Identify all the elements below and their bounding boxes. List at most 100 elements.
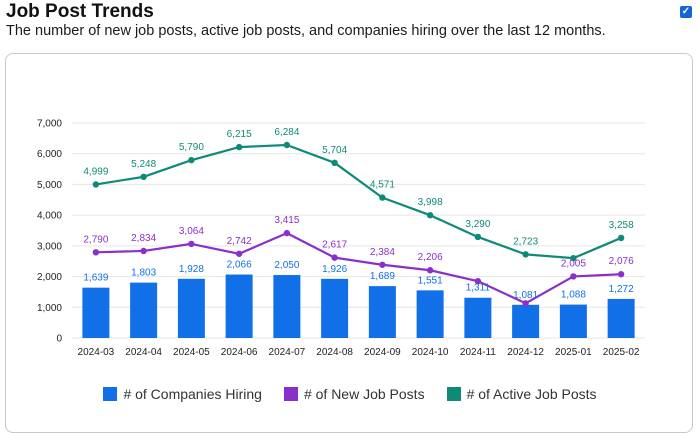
y-tick-label: 2,000 [37,272,62,283]
legend-item-companies[interactable]: # of Companies Hiring [103,386,262,402]
chart-svg: 0 1,000 2,000 3,000 4,000 5,000 6,000 7,000 2024… [37,119,645,358]
companies-data-label: 1,081 [513,290,538,301]
active-posts-point [140,173,147,181]
x-tick-label: 2024-08 [316,347,353,358]
bar [368,286,396,338]
legend-label-active-posts: # of Active Job Posts [466,386,597,402]
y-tick-label: 1,000 [37,303,62,314]
new-posts-point [140,247,147,255]
chart-card [5,53,693,433]
active-posts-data-label: 3,258 [609,220,634,231]
x-tick-label: 2024-03 [78,347,115,358]
bar [321,278,349,338]
active-posts-point [188,156,195,164]
bar [416,290,444,338]
new-posts-data-label: 2,384 [370,247,395,258]
active-posts-data-label: 5,790 [179,142,204,153]
companies-data-label: 1,551 [418,275,443,286]
y-tick-label: 7,000 [37,119,62,130]
bar [273,275,301,338]
active-posts-point [331,159,338,167]
new-posts-point [426,267,434,274]
legend-swatch-active-posts [446,387,461,401]
active-posts-point [617,234,625,242]
companies-data-label: 1,803 [131,268,156,279]
active-posts-point [379,194,386,201]
bar [225,274,253,338]
active-posts-data-label: 5,248 [131,159,156,170]
companies-data-label: 2,050 [274,260,299,271]
new-posts-data-label: 2,617 [322,240,347,251]
new-posts-point [617,271,625,278]
new-posts-data-label: 2,790 [83,234,108,245]
new-posts-point [283,229,291,237]
active-posts-point [522,251,529,258]
y-tick-label: 3,000 [37,241,62,252]
x-tick-label: 2025-02 [603,347,640,358]
check-icon[interactable]: ✓ [680,6,692,18]
new-posts-data-label: 2,206 [418,252,443,263]
legend-swatch-companies [103,387,118,401]
x-tick-label: 2024-04 [125,347,162,358]
x-tick-label: 2024-11 [460,347,496,358]
x-tick-label: 2024-07 [269,347,306,358]
legend-label-companies: # of Companies Hiring [123,386,262,402]
x-tick-label: 2024-06 [221,347,258,358]
y-tick-label: 6,000 [37,149,62,160]
legend-item-active-posts[interactable]: # of Active Job Posts [446,386,597,402]
x-tick-label: 2024-05 [173,347,210,358]
companies-data-label: 1,272 [609,284,634,295]
y-tick-label: 5,000 [37,180,62,191]
legend-item-new-posts[interactable]: # of New Job Posts [283,386,425,402]
active-posts-point [92,181,100,188]
new-posts-point [570,273,577,280]
active-posts-data-label: 3,290 [465,219,490,230]
bar [607,298,635,338]
bar [464,297,492,338]
active-posts-data-label: 3,998 [418,197,443,208]
companies-data-label: 1,311 [466,283,491,294]
new-posts-data-label: 2,834 [131,233,156,244]
companies-data-label: 1,928 [179,264,204,275]
new-posts-point [379,261,386,268]
legend-label-new-posts: # of New Job Posts [303,386,425,402]
new-posts-point [522,300,529,307]
active-posts-line [95,143,622,260]
companies-data-label: 1,689 [370,271,395,282]
active-posts-point [283,141,291,149]
x-tick-label: 2024-10 [412,347,449,358]
y-tick-label: 0 [56,334,62,345]
new-posts-line [95,232,622,305]
x-tick-label: 2024-12 [507,347,544,358]
active-posts-data-label: 5,704 [322,145,347,156]
new-posts-data-label: 2,742 [227,236,252,247]
bar [512,304,540,338]
active-posts-data-label: 6,215 [227,129,252,140]
companies-data-label: 1,088 [561,290,586,301]
new-posts-data-label: 3,064 [179,226,204,237]
new-posts-point [188,240,195,248]
companies-data-label: 1,639 [83,273,108,284]
active-posts-data-label: 2,723 [513,236,538,247]
new-posts-data-label: 2,005 [561,258,586,269]
chart-legend: # of Companies Hiring # of New Job Posts… [0,386,700,402]
active-posts-point [474,233,482,241]
active-posts-data-label: 4,571 [370,180,395,191]
new-posts-point [474,277,482,285]
active-posts-point [570,254,577,262]
new-posts-data-label: 3,415 [274,215,299,226]
page-title: Job Post Trends [6,1,154,22]
active-posts-data-label: 4,999 [83,166,108,177]
legend-swatch-new-posts [283,387,298,401]
bar [82,287,110,338]
page-subtitle: The number of new job posts, active job … [6,23,606,39]
bar [130,282,158,338]
companies-data-label: 1,926 [322,264,347,275]
active-posts-point [426,212,434,219]
new-posts-data-label: 2,076 [609,256,634,267]
x-tick-label: 2024-09 [364,347,401,358]
companies-data-label: 2,066 [227,260,252,271]
bar [177,278,205,338]
x-tick-label: 2025-01 [555,347,592,358]
new-posts-point [235,250,243,257]
